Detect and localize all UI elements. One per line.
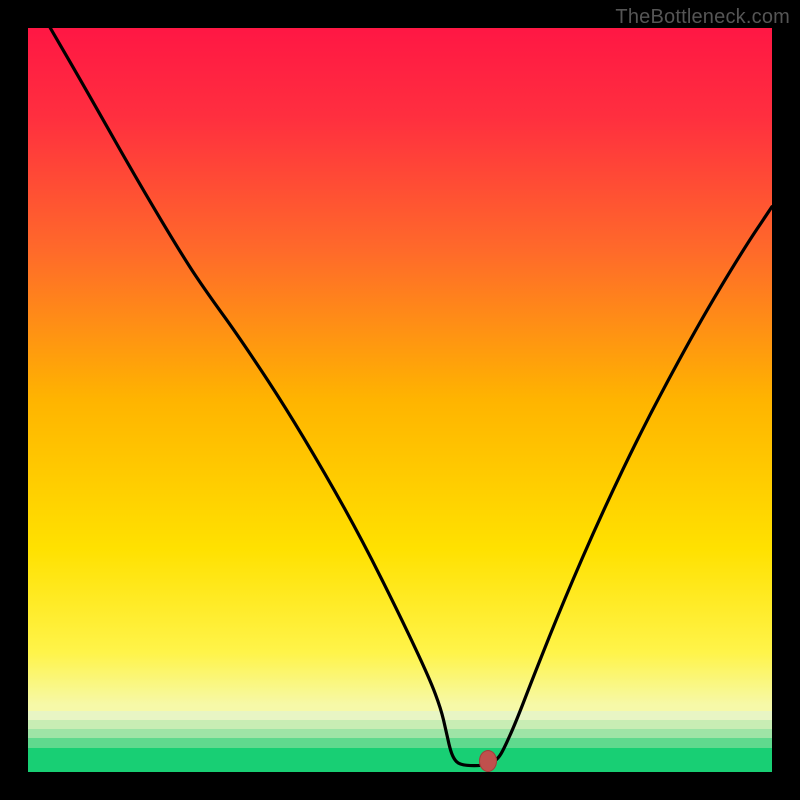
plot-area — [28, 28, 772, 772]
watermark-text: TheBottleneck.com — [615, 6, 790, 29]
bottleneck-curve — [28, 28, 772, 772]
chart-frame: TheBottleneck.com — [0, 0, 800, 800]
optimum-marker — [479, 750, 497, 772]
